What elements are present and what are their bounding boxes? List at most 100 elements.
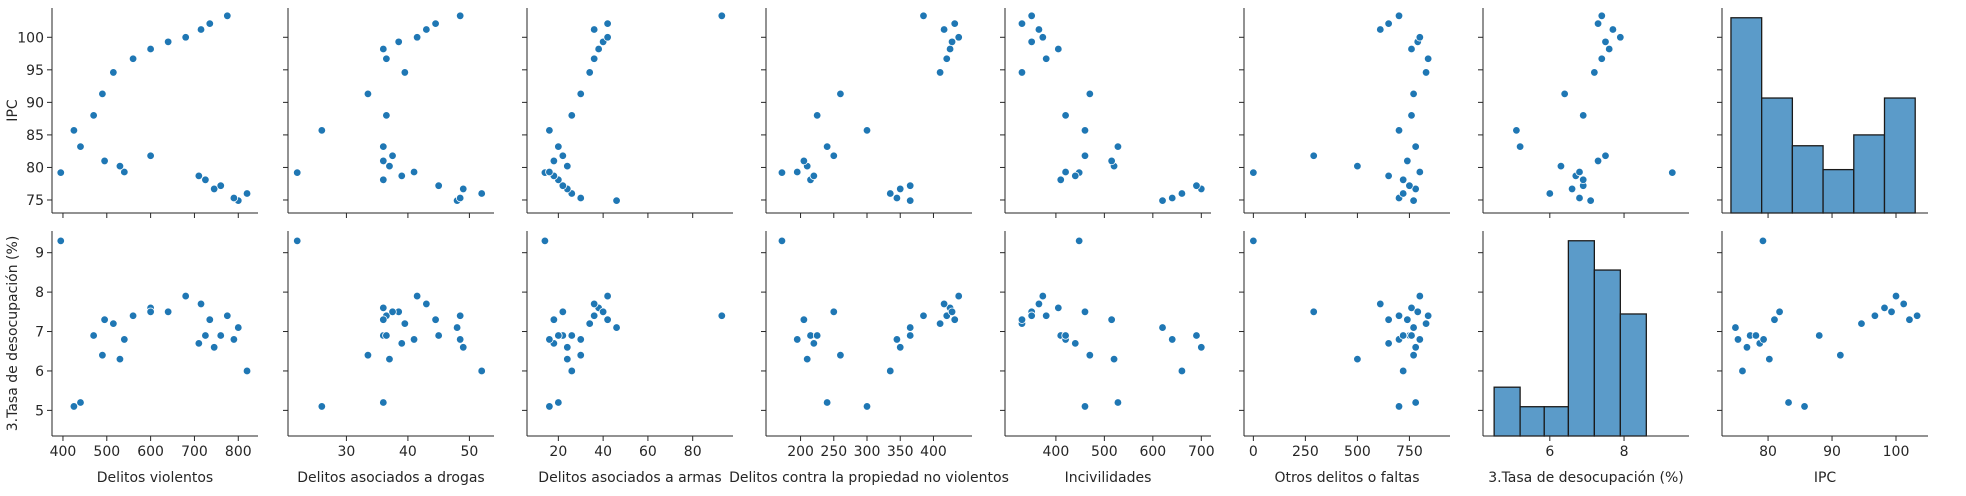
scatter-point bbox=[223, 11, 232, 21]
hist-bar-IPC bbox=[1730, 17, 1763, 214]
scatter-point bbox=[563, 354, 572, 364]
x-tick-label: 400 bbox=[920, 444, 947, 460]
panel-tasa-vs-prop: 200 250 300 350 400 bbox=[761, 231, 972, 460]
scatter-point bbox=[1512, 126, 1521, 135]
scatter-point bbox=[1731, 323, 1740, 332]
scatter-point bbox=[950, 315, 959, 324]
x-axis-label: IPC bbox=[1814, 470, 1837, 486]
x-axis-label: Delitos asociados a drogas bbox=[297, 470, 484, 486]
scatter-point bbox=[100, 156, 109, 166]
y-tick-label: 90 bbox=[26, 95, 44, 111]
scatter-point bbox=[379, 175, 388, 185]
scatter-point bbox=[1407, 331, 1416, 340]
x-tick-label: 30 bbox=[338, 444, 356, 460]
scatter-point bbox=[431, 19, 440, 28]
x-tick-label: 500 bbox=[1091, 444, 1118, 460]
scatter-point bbox=[56, 168, 65, 177]
scatter-point bbox=[1751, 331, 1761, 340]
scatter-point bbox=[1353, 161, 1362, 171]
scatter-point bbox=[954, 291, 963, 301]
panel-tasa-vs-drog: 30 40 50 bbox=[283, 231, 494, 460]
scatter-point bbox=[576, 350, 585, 360]
scatter-point bbox=[603, 315, 612, 324]
scatter-point bbox=[799, 156, 809, 166]
scatter-point bbox=[382, 331, 391, 340]
scatter-point bbox=[363, 350, 373, 360]
scatter-point bbox=[1567, 184, 1577, 194]
scatter-point bbox=[1601, 37, 1610, 47]
scatter-point bbox=[1590, 68, 1599, 77]
scatter-point bbox=[459, 184, 468, 194]
scatter-point bbox=[1309, 307, 1318, 317]
scatter-point bbox=[603, 33, 612, 42]
scatter-point bbox=[809, 339, 819, 348]
scatter-point bbox=[935, 68, 945, 77]
scatter-point bbox=[1017, 19, 1027, 28]
y-tick-label: 85 bbox=[26, 128, 44, 144]
x-tick-label: 0 bbox=[1249, 444, 1258, 460]
scatter-point bbox=[194, 339, 204, 348]
scatter-point bbox=[1038, 33, 1048, 42]
scatter-point bbox=[1034, 299, 1044, 309]
x-axis-label: Delitos contra la propiedad no violentos bbox=[729, 470, 1009, 486]
scatter-point bbox=[1398, 331, 1408, 340]
scatter-point bbox=[554, 331, 563, 340]
scatter-point bbox=[394, 37, 403, 47]
scatter-point bbox=[1034, 25, 1044, 34]
scatter-point bbox=[209, 184, 219, 194]
scatter-point bbox=[400, 68, 410, 77]
scatter-point bbox=[717, 311, 727, 320]
scatter-point bbox=[1668, 168, 1677, 177]
scatter-point bbox=[1398, 175, 1408, 185]
scatter-point bbox=[1376, 299, 1385, 309]
scatter-point bbox=[1411, 142, 1420, 151]
scatter-point bbox=[545, 335, 554, 344]
scatter-point bbox=[1080, 307, 1090, 317]
scatter-point bbox=[603, 19, 612, 28]
scatter-point bbox=[939, 25, 949, 34]
scatter-point bbox=[576, 89, 585, 99]
scatter-point bbox=[109, 319, 118, 328]
scatter-point bbox=[576, 193, 585, 203]
scatter-point bbox=[1384, 339, 1393, 348]
scatter-point bbox=[1027, 11, 1036, 21]
scatter-point bbox=[1394, 126, 1404, 135]
scatter-point bbox=[1891, 291, 1901, 301]
scatter-point bbox=[146, 307, 155, 317]
x-tick-label: 100 bbox=[1883, 444, 1910, 460]
scatter-point bbox=[1409, 196, 1418, 205]
x-tick-label: 400 bbox=[1043, 444, 1070, 460]
scatter-point bbox=[434, 331, 443, 340]
scatter-point bbox=[1601, 151, 1610, 160]
panel-IPC-vs-tasa bbox=[1478, 8, 1689, 218]
scatter-point bbox=[1353, 354, 1362, 364]
scatter-point bbox=[1168, 335, 1177, 344]
scatter-point bbox=[379, 142, 388, 151]
hist-bar-tasa bbox=[1567, 240, 1596, 437]
scatter-point bbox=[558, 181, 568, 190]
x-axis-label: Otros delitos o faltas bbox=[1274, 470, 1419, 486]
scatter-point bbox=[163, 37, 173, 47]
scatter-point bbox=[554, 142, 563, 151]
scatter-point bbox=[822, 398, 832, 407]
scatter-point bbox=[385, 161, 394, 171]
scatter-point bbox=[455, 335, 465, 344]
scatter-point bbox=[1560, 89, 1569, 99]
scatter-point bbox=[777, 168, 787, 177]
x-tick-label: 20 bbox=[549, 444, 567, 460]
scatter-point bbox=[455, 311, 465, 320]
scatter-point bbox=[409, 167, 419, 177]
scatter-point bbox=[603, 291, 612, 301]
scatter-point bbox=[115, 161, 125, 171]
scatter-point bbox=[1758, 236, 1768, 246]
scatter-point bbox=[223, 311, 232, 320]
x-tick-label: 80 bbox=[1759, 444, 1777, 460]
scatter-point bbox=[1887, 307, 1896, 317]
scatter-point bbox=[1608, 25, 1618, 34]
scatter-point bbox=[1411, 398, 1420, 407]
scatter-point bbox=[1815, 331, 1824, 340]
scatter-point bbox=[385, 354, 394, 364]
x-tick-label: 700 bbox=[1188, 444, 1215, 460]
